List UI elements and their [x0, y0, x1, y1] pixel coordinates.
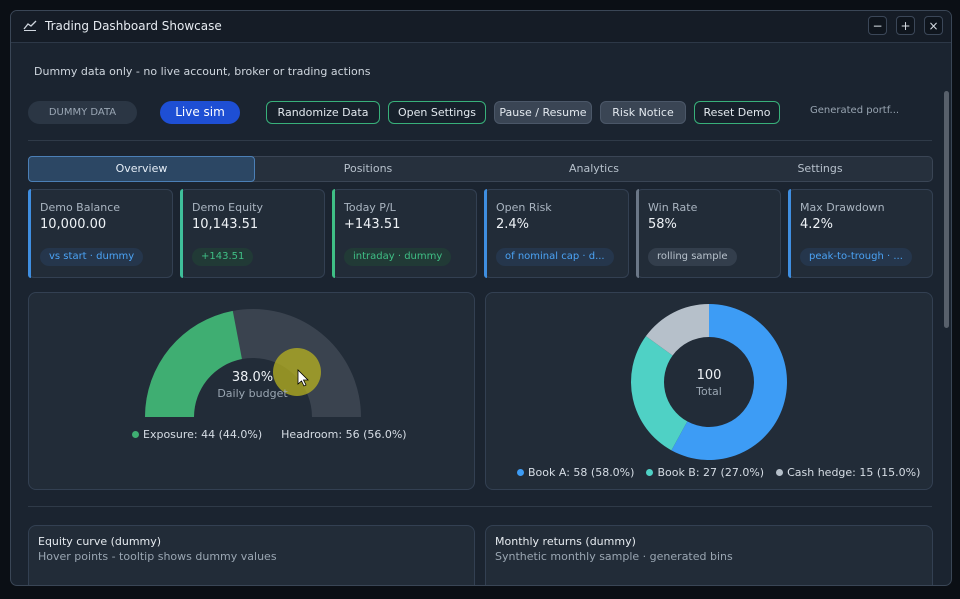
randomize-data-button[interactable]: Randomize Data [266, 101, 380, 124]
reset-demo-button[interactable]: Reset Demo [694, 101, 780, 124]
donut-slice-book-a[interactable] [671, 304, 787, 460]
stat-value: 58% [648, 217, 677, 232]
stat-card: Demo Equity 10,143.51 +143.51 [180, 189, 325, 278]
pause-resume-button[interactable]: Pause / Resume [494, 101, 592, 124]
donut-total-value: 100 [696, 368, 722, 383]
legend-headroom: Headroom: 56 (56.0%) [281, 428, 407, 441]
stat-value: 2.4% [496, 217, 530, 232]
chart-line-icon [23, 20, 37, 31]
tab-bar: Overview Positions Analytics Settings [28, 156, 933, 182]
window-title: Trading Dashboard Showcase [45, 19, 222, 33]
close-button[interactable]: × [924, 16, 943, 35]
donut-chart [631, 304, 787, 460]
stat-card: Win Rate 58% rolling sample [636, 189, 781, 278]
stat-accent [332, 189, 335, 278]
gauge-value: 38.0% [231, 370, 274, 385]
divider [28, 506, 932, 507]
open-settings-button[interactable]: Open Settings [388, 101, 486, 124]
stat-card: Open Risk 2.4% of nominal cap · d... [484, 189, 629, 278]
equity-curve-subtitle: Hover points - tooltip shows dummy value… [38, 550, 277, 563]
maximize-button[interactable]: + [896, 16, 915, 35]
stat-chip: vs start · dummy [40, 248, 144, 266]
donut-slice-book-b[interactable] [631, 336, 688, 451]
stat-accent [180, 189, 183, 278]
mouse-cursor-icon [297, 369, 309, 387]
stat-accent [636, 189, 639, 278]
gauge-caption: Daily budget [217, 387, 288, 400]
stat-accent [788, 189, 791, 278]
title-bar: Trading Dashboard Showcase − + × [11, 11, 951, 43]
tab-positions[interactable]: Positions [343, 162, 393, 175]
monthly-returns-subtitle: Synthetic monthly sample · generated bin… [495, 550, 733, 563]
donut-slice-cash-hedge[interactable] [645, 304, 709, 356]
gauge-chart [145, 309, 361, 417]
legend-book-a: Book A: 58 (58.0%) [517, 466, 634, 479]
stat-label: Open Risk [496, 201, 552, 214]
stat-value: 10,000.00 [40, 217, 107, 232]
dashboard-content: Dummy data only - no live account, broke… [11, 43, 951, 585]
dummy-notice: Dummy data only - no live account, broke… [34, 65, 371, 78]
generated-portfolio-text: Generated portf... [810, 105, 900, 116]
stat-chip: of nominal cap · d... [496, 248, 614, 266]
risk-notice-button[interactable]: Risk Notice [600, 101, 686, 124]
minimize-button[interactable]: − [868, 16, 887, 35]
stat-chip: rolling sample [648, 248, 737, 266]
donut-total-label: Total [696, 385, 722, 398]
stat-accent [28, 189, 31, 278]
equity-curve-panel: Equity curve (dummy) Hover points - tool… [28, 525, 475, 585]
stat-chip: +143.51 [192, 248, 254, 266]
app-window: Trading Dashboard Showcase − + × Dummy d… [10, 10, 952, 586]
gauge-exposure-arc [145, 310, 242, 417]
monthly-returns-title: Monthly returns (dummy) [495, 535, 636, 548]
stat-value: 4.2% [800, 217, 834, 232]
monthly-returns-panel: Monthly returns (dummy) Synthetic monthl… [485, 525, 933, 585]
dummy-data-badge: DUMMY DATA [28, 101, 137, 124]
tab-settings[interactable]: Settings [797, 162, 843, 175]
stat-value: +143.51 [344, 217, 401, 232]
stat-label: Today P/L [344, 201, 396, 214]
legend-book-b: Book B: 27 (27.0%) [646, 466, 764, 479]
stat-chip: intraday · dummy [344, 248, 452, 266]
stat-value: 10,143.51 [192, 217, 259, 232]
daily-budget-gauge-panel: 38.0% Daily budget Exposure: 44 (44.0%) … [28, 292, 475, 490]
gauge-legend: Exposure: 44 (44.0%) Headroom: 56 (56.0%… [132, 428, 407, 441]
stat-label: Demo Balance [40, 201, 121, 214]
tab-overview[interactable]: Overview [28, 156, 255, 182]
stat-card: Max Drawdown 4.2% peak-to-trough · ... [788, 189, 933, 278]
divider [28, 140, 932, 141]
donut-legend: Book A: 58 (58.0%) Book B: 27 (27.0%) Ca… [517, 466, 920, 479]
vertical-scrollbar[interactable] [944, 91, 949, 328]
allocation-donut-panel: 100 Total Book A: 58 (58.0%) Book B: 27 … [485, 292, 933, 490]
live-sim-button[interactable]: Live sim [160, 101, 240, 124]
stat-label: Win Rate [648, 201, 698, 214]
stat-accent [484, 189, 487, 278]
cursor-highlight [273, 348, 321, 396]
stat-card: Demo Balance 10,000.00 vs start · dummy [28, 189, 173, 278]
stat-card: Today P/L +143.51 intraday · dummy [332, 189, 477, 278]
stat-chip: peak-to-trough · ... [800, 248, 912, 266]
stat-label: Demo Equity [192, 201, 263, 214]
legend-cash-hedge: Cash hedge: 15 (15.0%) [776, 466, 920, 479]
stat-label: Max Drawdown [800, 201, 885, 214]
tab-analytics[interactable]: Analytics [569, 162, 619, 175]
equity-curve-title: Equity curve (dummy) [38, 535, 162, 548]
legend-exposure: Exposure: 44 (44.0%) [132, 428, 262, 441]
